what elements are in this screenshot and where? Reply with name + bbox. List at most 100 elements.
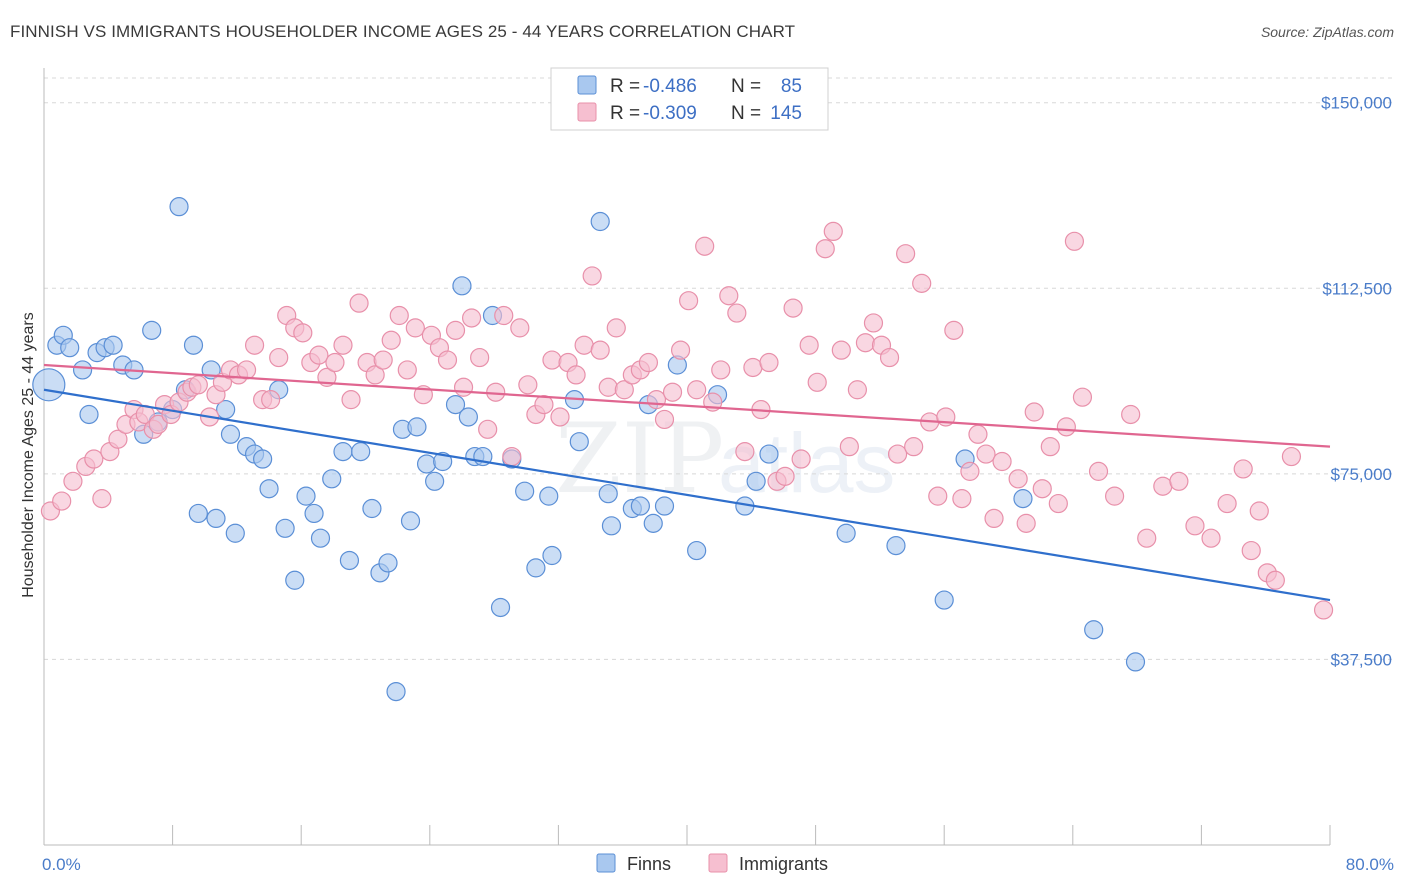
point-immigrants-26	[244, 335, 265, 355]
point-finns-30	[285, 570, 305, 590]
point-immigrants-131	[1121, 404, 1141, 425]
point-immigrants-92	[775, 466, 795, 486]
point-immigrants-98	[823, 221, 843, 241]
point-finns-29	[275, 518, 295, 538]
point-immigrants-115	[960, 461, 980, 481]
x-tick-label-end: 80.0%	[1346, 855, 1394, 874]
bottom-legend-swatch-immigrants	[708, 853, 728, 873]
point-immigrants-132	[1137, 528, 1157, 548]
chart-title: FINNISH VS IMMIGRANTS HOUSEHOLDER INCOME…	[10, 22, 796, 41]
point-finns-31	[296, 486, 316, 506]
legend-swatch-immigrants	[577, 102, 597, 122]
point-immigrants-96	[807, 372, 827, 392]
point-finns-37	[351, 442, 371, 462]
point-immigrants-123	[1032, 479, 1052, 499]
point-immigrants-140	[1249, 501, 1269, 521]
point-immigrants-1	[52, 491, 72, 511]
point-immigrants-93	[783, 298, 803, 318]
point-finns-49	[452, 276, 472, 296]
point-finns-43	[400, 511, 421, 531]
point-immigrants-102	[855, 333, 876, 353]
point-immigrants-107	[896, 244, 916, 264]
point-immigrants-105	[879, 347, 900, 368]
legend-r-value-immigrants: -0.309	[643, 103, 697, 124]
point-immigrants-4	[84, 449, 104, 469]
x-tick-labels: 0.0% 80.0%	[42, 855, 1394, 874]
point-immigrants-13	[148, 414, 168, 434]
y-tick-labels: $37,500 $75,000 $112,500 $150,000	[1321, 94, 1392, 670]
legend-n-value-immigrants: 145	[770, 103, 802, 124]
legend-r-label-finns: R =	[610, 76, 640, 97]
point-immigrants-128	[1072, 387, 1093, 407]
point-immigrants-66	[566, 365, 586, 385]
point-finns-15	[169, 197, 189, 217]
point-immigrants-32	[293, 323, 313, 343]
point-immigrants-79	[670, 340, 691, 360]
point-immigrants-5	[92, 489, 112, 509]
legend-n-label-finns: N =	[731, 76, 761, 97]
point-immigrants-38	[341, 390, 361, 410]
point-immigrants-135	[1185, 516, 1205, 536]
point-immigrants-46	[405, 318, 425, 338]
point-immigrants-130	[1104, 486, 1125, 506]
point-finns-41	[386, 681, 406, 702]
point-immigrants-52	[453, 377, 474, 397]
y-tick-label-2: $112,500	[1322, 279, 1392, 298]
point-immigrants-7	[108, 429, 128, 449]
bottom-legend-swatch-finns	[596, 853, 616, 873]
point-finns-18	[188, 503, 208, 524]
point-immigrants-119	[992, 451, 1012, 472]
point-immigrants-121	[1016, 513, 1036, 533]
point-finns-66	[630, 496, 650, 516]
point-immigrants-87	[735, 442, 755, 462]
y-axis-title: Householder Income Ages 25 - 44 years	[20, 312, 37, 598]
point-finns-74	[746, 471, 766, 491]
point-finns-34	[322, 469, 342, 489]
point-immigrants-53	[461, 308, 482, 328]
point-finns-27	[259, 479, 279, 499]
point-finns-76	[836, 523, 856, 543]
point-immigrants-70	[598, 377, 618, 397]
trend-lines	[43, 363, 1331, 602]
point-immigrants-60	[518, 375, 538, 395]
point-immigrants-100	[839, 437, 859, 457]
point-immigrants-50	[437, 350, 458, 370]
point-immigrants-142	[1265, 570, 1285, 590]
point-immigrants-19	[188, 375, 208, 395]
point-immigrants-72	[614, 380, 634, 400]
point-immigrants-136	[1201, 528, 1221, 548]
point-finns-45	[416, 454, 437, 474]
point-immigrants-81	[687, 380, 707, 400]
point-finns-75	[759, 444, 779, 464]
point-immigrants-62	[534, 394, 554, 415]
point-immigrants-71	[606, 318, 626, 338]
point-immigrants-106	[887, 444, 908, 464]
series-immigrants	[40, 221, 1334, 620]
y-tick-label-3: $150,000	[1321, 94, 1392, 113]
legend-swatch-finns	[577, 75, 597, 95]
axes	[43, 68, 1331, 846]
point-finns-44	[407, 417, 427, 437]
point-immigrants-69	[590, 340, 610, 360]
point-finns-36	[339, 550, 360, 571]
point-immigrants-95	[799, 335, 819, 355]
point-immigrants-111	[928, 486, 948, 506]
point-finns-35	[333, 442, 353, 462]
point-immigrants-120	[1008, 469, 1028, 489]
point-immigrants-129	[1088, 461, 1109, 481]
point-finns-26	[253, 449, 273, 469]
point-finns-0	[32, 368, 66, 402]
bottom-legend-label-finns: Finns	[627, 854, 671, 874]
point-immigrants-118	[984, 508, 1004, 529]
point-finns-64	[601, 516, 622, 536]
point-immigrants-63	[542, 350, 562, 370]
point-finns-4	[72, 360, 93, 380]
point-finns-59	[542, 545, 562, 566]
point-immigrants-25	[236, 360, 257, 380]
point-finns-68	[643, 513, 663, 533]
point-immigrants-84	[711, 360, 731, 380]
point-finns-82	[1125, 652, 1146, 672]
point-immigrants-42	[373, 350, 393, 370]
correlation-legend: R = -0.486 N = 85 R = -0.309 N = 145	[550, 67, 829, 131]
